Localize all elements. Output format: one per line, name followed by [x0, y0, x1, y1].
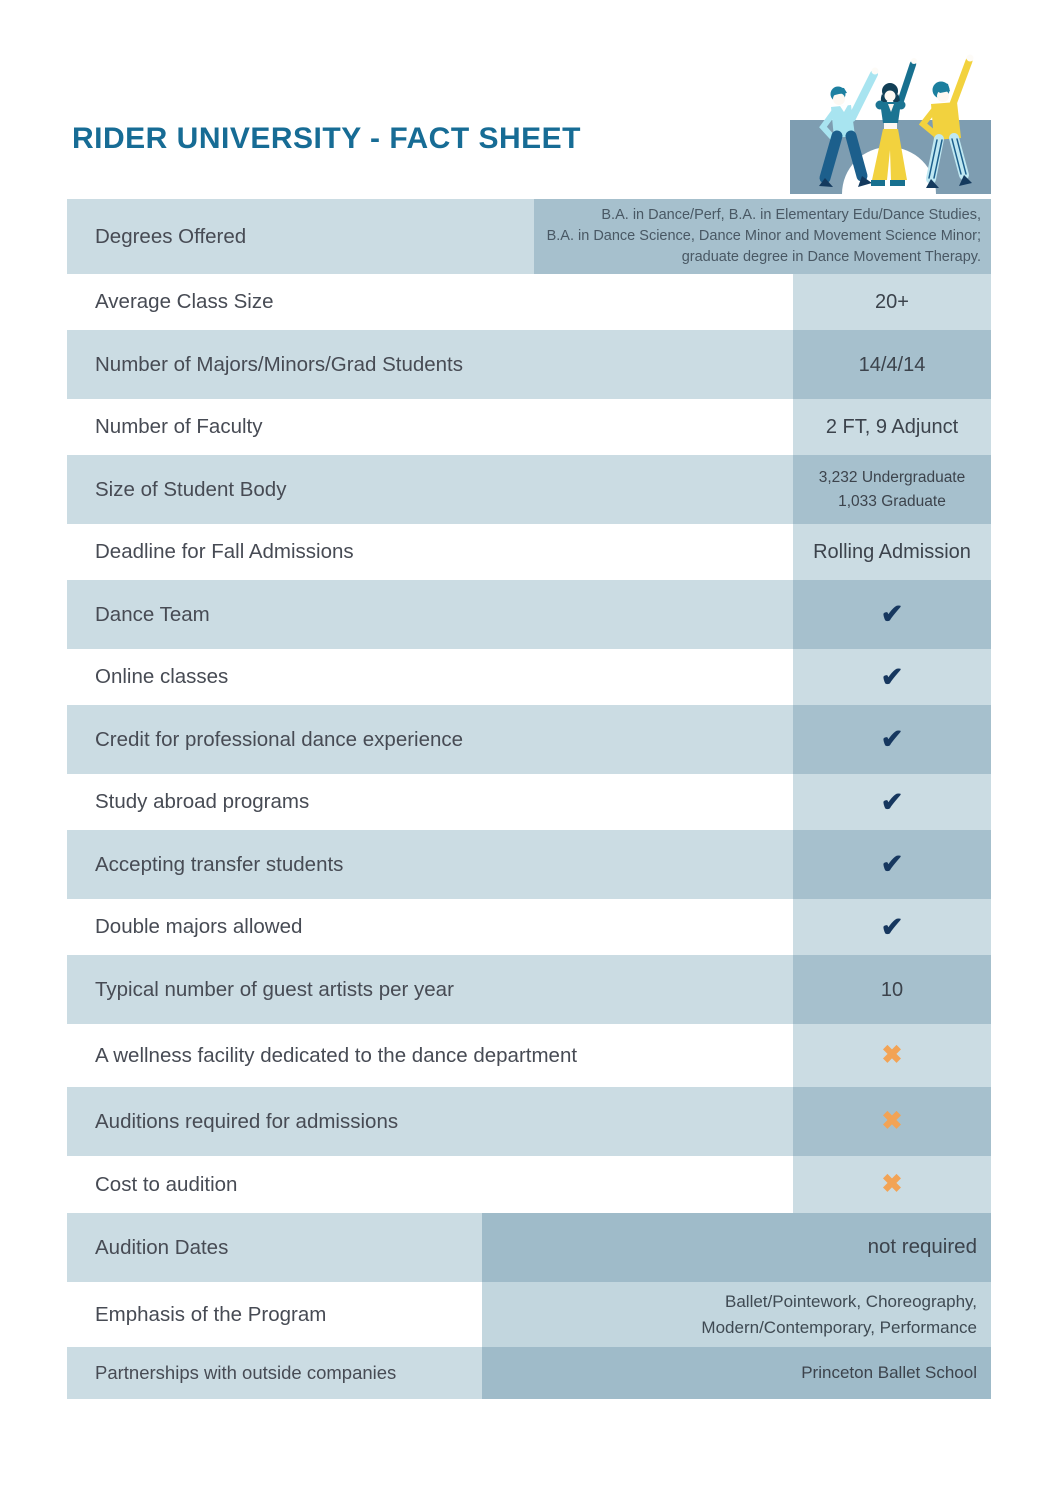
row-label: Credit for professional dance experience	[95, 727, 464, 751]
row-label: Size of Student Body	[95, 477, 287, 501]
row-label: Accepting transfer students	[95, 852, 344, 876]
table-row: Study abroad programs ✔	[67, 774, 991, 831]
row-label: Online classes	[95, 665, 229, 689]
row-value: ✔	[793, 580, 991, 650]
row-value: 3,232 Undergraduate 1,033 Graduate	[793, 455, 991, 525]
table-row: Audition Dates not required	[67, 1213, 991, 1283]
cross-icon: ✖	[881, 1041, 903, 1070]
row-label: Typical number of guest artists per year	[95, 977, 454, 1001]
row-label: Study abroad programs	[95, 790, 310, 814]
table-row: Cost to audition ✖	[67, 1156, 991, 1214]
dancer-middle	[871, 58, 917, 186]
check-icon: ✔	[880, 599, 904, 629]
table-row: Credit for professional dance experience…	[67, 705, 991, 775]
row-value: ✖	[793, 1087, 991, 1157]
table-row: Online classes ✔	[67, 649, 991, 706]
table-row: Average Class Size 20+	[67, 274, 991, 331]
row-value: 10	[793, 955, 991, 1025]
check-icon: ✔	[880, 849, 904, 879]
row-label: Auditions required for admissions	[95, 1109, 399, 1133]
dancer-right	[918, 54, 974, 188]
table-row: Number of Faculty 2 FT, 9 Adjunct	[67, 399, 991, 456]
row-label: Average Class Size	[95, 290, 274, 314]
row-label: Partnerships with outside companies	[95, 1362, 397, 1384]
row-value: ✖	[793, 1156, 991, 1214]
dancer-left	[819, 67, 879, 187]
row-label: Audition Dates	[95, 1235, 229, 1259]
table-row: Double majors allowed ✔	[67, 899, 991, 956]
page-title: RIDER UNIVERSITY - FACT SHEET	[72, 122, 582, 155]
row-value: Princeton Ballet School	[482, 1347, 991, 1400]
cross-icon: ✖	[881, 1170, 903, 1199]
row-value: Ballet/Pointework, Choreography, Modern/…	[482, 1282, 991, 1348]
row-value: 20+	[793, 274, 991, 331]
table-row: Typical number of guest artists per year…	[67, 955, 991, 1025]
fact-table: Degrees Offered B.A. in Dance/Perf, B.A. …	[67, 199, 991, 1400]
row-label: Deadline for Fall Admissions	[95, 540, 354, 564]
table-row: Size of Student Body 3,232 Undergraduate …	[67, 455, 991, 525]
table-row: Accepting transfer students ✔	[67, 830, 991, 900]
table-row: Number of Majors/Minors/Grad Students 14/…	[67, 330, 991, 400]
row-label: Degrees Offered	[95, 224, 247, 248]
table-row: Emphasis of the Program Ballet/Pointework…	[67, 1282, 991, 1348]
cross-icon: ✖	[881, 1107, 903, 1136]
check-icon: ✔	[880, 661, 904, 692]
table-row: Auditions required for admissions ✖	[67, 1087, 991, 1157]
row-value: ✔	[793, 830, 991, 900]
table-row: A wellness facility dedicated to the dan…	[67, 1024, 991, 1088]
row-value: B.A. in Dance/Perf, B.A. in Elementary E…	[534, 199, 991, 275]
table-row: Dance Team ✔	[67, 580, 991, 650]
dancers-illustration	[790, 54, 991, 194]
row-label: Number of Majors/Minors/Grad Students	[95, 352, 463, 376]
row-label: Number of Faculty	[95, 415, 263, 439]
row-value: ✔	[793, 649, 991, 706]
row-value: ✔	[793, 899, 991, 956]
row-label: A wellness facility dedicated to the dan…	[95, 1043, 578, 1067]
row-label: Dance Team	[95, 602, 210, 626]
check-icon: ✔	[880, 786, 904, 817]
row-value: ✔	[793, 705, 991, 775]
table-row: Degrees Offered B.A. in Dance/Perf, B.A. …	[67, 199, 991, 275]
row-value: Rolling Admission	[793, 524, 991, 581]
row-value: ✖	[793, 1024, 991, 1088]
row-value: ✔	[793, 774, 991, 831]
table-row: Partnerships with outside companies Princ…	[67, 1347, 991, 1400]
row-value: 14/4/14	[793, 330, 991, 400]
check-icon: ✔	[880, 724, 904, 754]
row-value: 2 FT, 9 Adjunct	[793, 399, 991, 456]
row-label: Cost to audition	[95, 1172, 238, 1196]
row-label: Emphasis of the Program	[95, 1302, 327, 1326]
row-value: not required	[482, 1213, 991, 1283]
check-icon: ✔	[880, 911, 904, 942]
table-row: Deadline for Fall Admissions Rolling Admi…	[67, 524, 991, 581]
row-label: Double majors allowed	[95, 915, 303, 939]
